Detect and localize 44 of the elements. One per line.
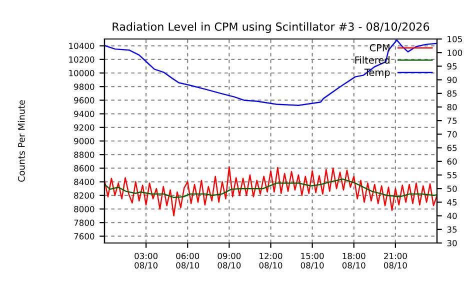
x-tick-label: 06:00 08/10 [176,252,200,270]
y-tick-label: 8200 [74,192,94,199]
y-tick-label: 8000 [74,206,94,212]
y-tick-label: 10200 [69,56,94,63]
y2-tick-label: 95 [447,63,457,70]
line-series [104,178,437,198]
y-tick-label: 9600 [74,97,94,104]
x-tick-label: 15:00 08/10 [300,252,324,270]
x-tick-label: 12:00 08/10 [259,252,282,270]
chart-title: Radiation Level in CPM using Scintillator #3 - 08/10/2026 [112,22,430,33]
y-tick-label: 7600 [74,233,94,240]
y-tick-label: 8400 [74,178,94,186]
y2-tick-label: 40 [447,212,457,220]
y2-tick-label: 80 [447,104,457,110]
y-axis-title: Counts Per Minute [18,100,25,182]
legend-label: Temp [364,68,390,78]
x-tick-label: 21:00 08/10 [384,252,407,270]
y-tick-label: 10000 [69,70,94,76]
x-tick-label: 18:00 08/10 [342,252,366,270]
legend-label: CPM [370,44,390,52]
y-tick-label: 8600 [74,165,94,172]
y2-tick-label: 55 [447,172,457,178]
y-tick-label: 9400 [74,110,94,118]
y-tick-label: 9200 [74,124,94,131]
y2-tick-label: 35 [447,226,457,233]
y2-tick-label: 30 [447,240,457,246]
y2-tick-label: 75 [447,118,457,124]
x-tick-label: 03:00 08/10 [134,252,158,270]
y2-tick-label: 90 [447,76,457,84]
y2-tick-label: 45 [447,199,457,206]
y2-tick-label: 85 [447,90,457,97]
y2-tick-label: 105 [448,36,462,42]
y-tick-label: 9800 [74,84,94,90]
y2-tick-label: 70 [447,131,457,138]
y-tick-label: 8800 [74,152,94,158]
x-tick-label: 09:00 08/10 [218,252,241,270]
y2-tick-label: 50 [447,186,457,192]
y2-tick-label: 65 [447,144,457,152]
y-tick-label: 7800 [74,220,94,226]
y2-tick-label: 60 [447,158,457,165]
y-tick-label: 10400 [69,42,94,50]
y2-tick-label: 100 [448,50,462,56]
line-series [104,166,437,216]
y-tick-label: 9000 [74,138,94,144]
